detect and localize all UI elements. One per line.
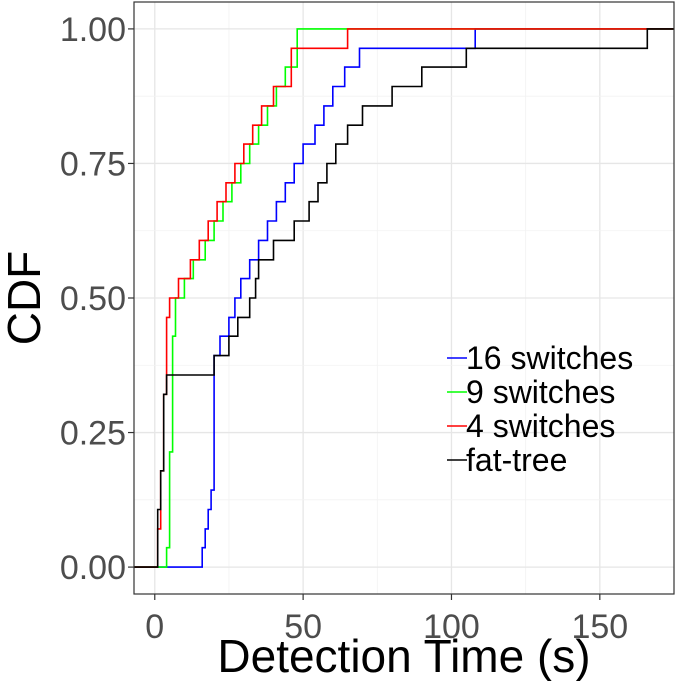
y-tick-label: 0.75 [60, 145, 126, 183]
x-tick-label: 50 [284, 608, 322, 646]
x-tick-label: 150 [571, 608, 628, 646]
legend-label: 4 switches [466, 408, 615, 444]
y-tick-label: 1.00 [60, 11, 126, 49]
x-tick-label: 100 [423, 608, 480, 646]
y-tick-label: 0.00 [60, 549, 126, 587]
legend-label: fat-tree [466, 442, 567, 478]
series-layer [134, 28, 674, 568]
series-line-fat-tree [134, 28, 674, 568]
grid [134, 2, 674, 594]
legend-label: 16 switches [466, 340, 633, 376]
legend-label: 9 switches [466, 374, 615, 410]
series-line-9-switches [134, 28, 674, 568]
axes: 0 50 100 150 0.00 0.25 0.50 0.75 1.00 [60, 11, 628, 646]
y-tick-label: 0.50 [60, 280, 126, 318]
x-tick-label: 0 [145, 608, 164, 646]
y-axis-title: CDF [0, 251, 50, 346]
series-line-16-switches [134, 28, 674, 568]
x-axis-title: Detection Time (s) [217, 630, 590, 681]
y-tick-label: 0.25 [60, 415, 126, 453]
